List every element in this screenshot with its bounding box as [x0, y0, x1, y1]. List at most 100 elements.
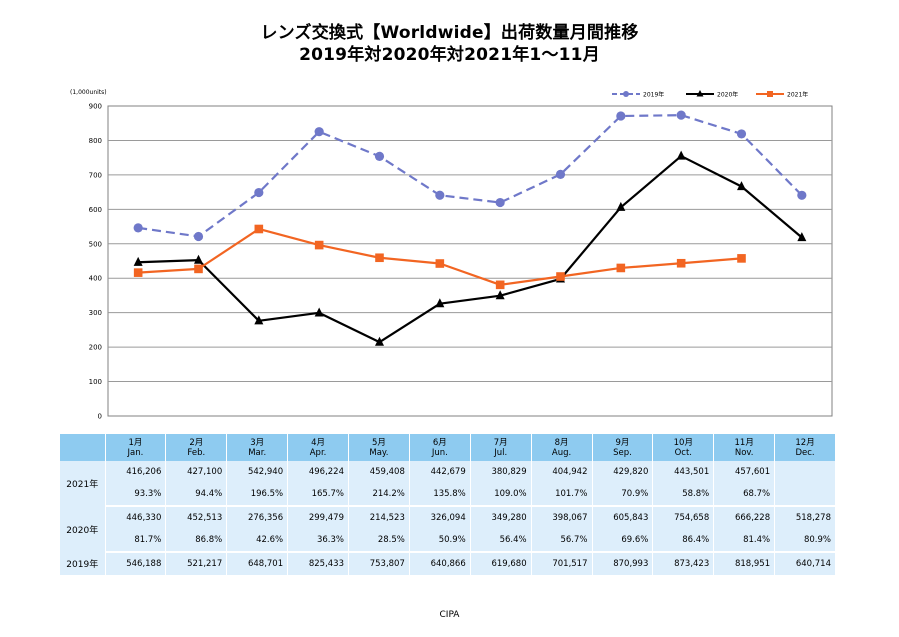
data-point: [254, 315, 264, 325]
ratio-cell: 93.3%: [105, 483, 167, 507]
row-year-label: 2021年: [60, 461, 106, 506]
table-row: 2020年 446,330 452,513 276,356 299,479 214,523…: [60, 506, 836, 552]
value-cell: 442,679: [409, 461, 471, 483]
month-header: 6月 Jun.: [409, 434, 471, 461]
ratio-cell: 42.6%: [226, 529, 289, 553]
ratio-cell: 58.8%: [652, 483, 715, 507]
month-header: 5月 May.: [348, 434, 410, 461]
y-tick-label: 800: [89, 137, 102, 145]
y-tick-label: 500: [89, 240, 102, 248]
legend-label-2: 2021年: [787, 91, 808, 99]
month-header: 1月 Jan.: [105, 434, 167, 461]
data-point: [314, 307, 324, 317]
table-row: 2019年 546,188 521,217 648,701 825,433 753,807…: [60, 552, 836, 577]
ratio-cell: 28.5%: [348, 529, 410, 553]
ratio-cell: 86.4%: [652, 529, 715, 553]
value-cell: 429,820: [592, 461, 654, 483]
ratio-cell: 86.8%: [165, 529, 228, 553]
data-point: [737, 181, 746, 191]
data-point: [435, 298, 445, 308]
y-unit-label: (1,000units): [70, 89, 107, 96]
table-header-row: 1月 Jan. 2月 Feb. 3月 Mar. 4月 Apr. 5月 May. 6月 Jun. 7月 Ju…: [60, 434, 836, 461]
ratio-cell: 135.8%: [409, 483, 471, 507]
value-cell: 546,188: [105, 552, 167, 577]
value-cell: 753,807: [348, 552, 410, 577]
table-row: 81.7% 86.8% 42.6% 36.3% 28.5% 50.9% 56.4% 56.7%…: [60, 529, 836, 553]
data-point: [616, 111, 626, 121]
ratio-cell: 214.2%: [348, 483, 410, 507]
value-cell: 446,330: [105, 506, 167, 529]
data-point: [194, 254, 203, 264]
ratio-cell: 50.9%: [409, 529, 471, 553]
chart-title: レンズ交換式【Worldwide】出荷数量月間推移 2019年対2020年対20…: [0, 22, 899, 66]
value-cell: 701,517: [531, 552, 593, 577]
value-cell: 326,094: [409, 506, 471, 529]
data-point: [133, 268, 143, 277]
y-tick-label: 200: [89, 344, 102, 352]
month-header: 11月 Nov.: [713, 434, 776, 461]
data-point: [254, 224, 264, 234]
value-cell: 299,479: [287, 506, 349, 529]
value-cell: 380,829: [470, 461, 532, 483]
ratio-cell: 101.7%: [531, 483, 593, 507]
data-point: [797, 232, 807, 242]
value-cell: 542,940: [226, 461, 289, 483]
y-tick-label: 300: [89, 309, 102, 317]
value-cell: 459,408: [348, 461, 410, 483]
title-line-2: 2019年対2020年対2021年1～11月: [299, 45, 600, 65]
value-cell: 619,680: [470, 552, 532, 577]
ratio-cell: 56.4%: [470, 529, 532, 553]
data-point: [133, 223, 143, 233]
value-cell: 349,280: [470, 506, 532, 529]
data-point: [193, 231, 204, 242]
ratio-cell: 165.7%: [287, 483, 349, 507]
ratio-cell: 196.5%: [226, 483, 289, 507]
data-point: [616, 201, 626, 211]
value-cell: 398,067: [531, 506, 593, 529]
data-point: [616, 263, 626, 273]
data-point: [435, 190, 445, 200]
plot-area: [107, 105, 833, 417]
value-cell: 452,513: [165, 506, 228, 529]
value-cell: 404,942: [531, 461, 593, 483]
legend-marker: [767, 91, 773, 97]
month-header: 8月 Aug.: [531, 434, 593, 461]
data-point: [435, 259, 445, 268]
legend-marker: [623, 91, 629, 97]
legend-label-1: 2020年: [717, 91, 738, 99]
ratio-cell: 56.7%: [531, 529, 593, 553]
ratio-cell: 68.7%: [713, 483, 776, 507]
value-cell: 443,501: [652, 461, 715, 483]
data-point: [133, 256, 143, 266]
value-cell: 648,701: [226, 552, 289, 577]
row-year-label: 2019年: [60, 552, 106, 577]
value-cell: 521,217: [165, 552, 228, 577]
data-point: [314, 240, 324, 250]
month-header: 2月 Feb.: [165, 434, 228, 461]
value-cell: [774, 461, 836, 483]
value-cell: 276,356: [226, 506, 289, 529]
month-header: 7月 Jul.: [470, 434, 532, 461]
y-tick-label: 600: [89, 206, 102, 214]
value-cell: 666,228: [713, 506, 776, 529]
value-cell: 214,523: [348, 506, 410, 529]
y-tick-label: 0: [98, 413, 102, 421]
value-cell: 605,843: [592, 506, 654, 529]
line-chart: 0 100 200 300 400 500 600 700 800 900 (1,000units)…: [70, 89, 833, 421]
source-label: CIPA: [439, 610, 460, 620]
value-cell: 518,278: [774, 506, 836, 529]
value-cell: 640,866: [409, 552, 471, 577]
value-cell: 640,714: [774, 552, 836, 577]
ratio-cell: 70.9%: [592, 483, 654, 507]
data-point: [495, 290, 505, 300]
data-point: [797, 190, 807, 200]
table-row: 93.3% 94.4% 196.5% 165.7% 214.2% 135.8% 109.0%…: [60, 483, 836, 507]
data-point: [555, 169, 566, 179]
ratio-cell: [774, 483, 836, 507]
table-corner: [60, 434, 106, 461]
data-point: [737, 254, 746, 263]
table-row: 2021年 416,206 427,100 542,940 496,224 459,408…: [60, 461, 836, 506]
month-header: 9月 Sep.: [592, 434, 654, 461]
data-point: [314, 127, 324, 137]
data-point: [194, 264, 203, 274]
